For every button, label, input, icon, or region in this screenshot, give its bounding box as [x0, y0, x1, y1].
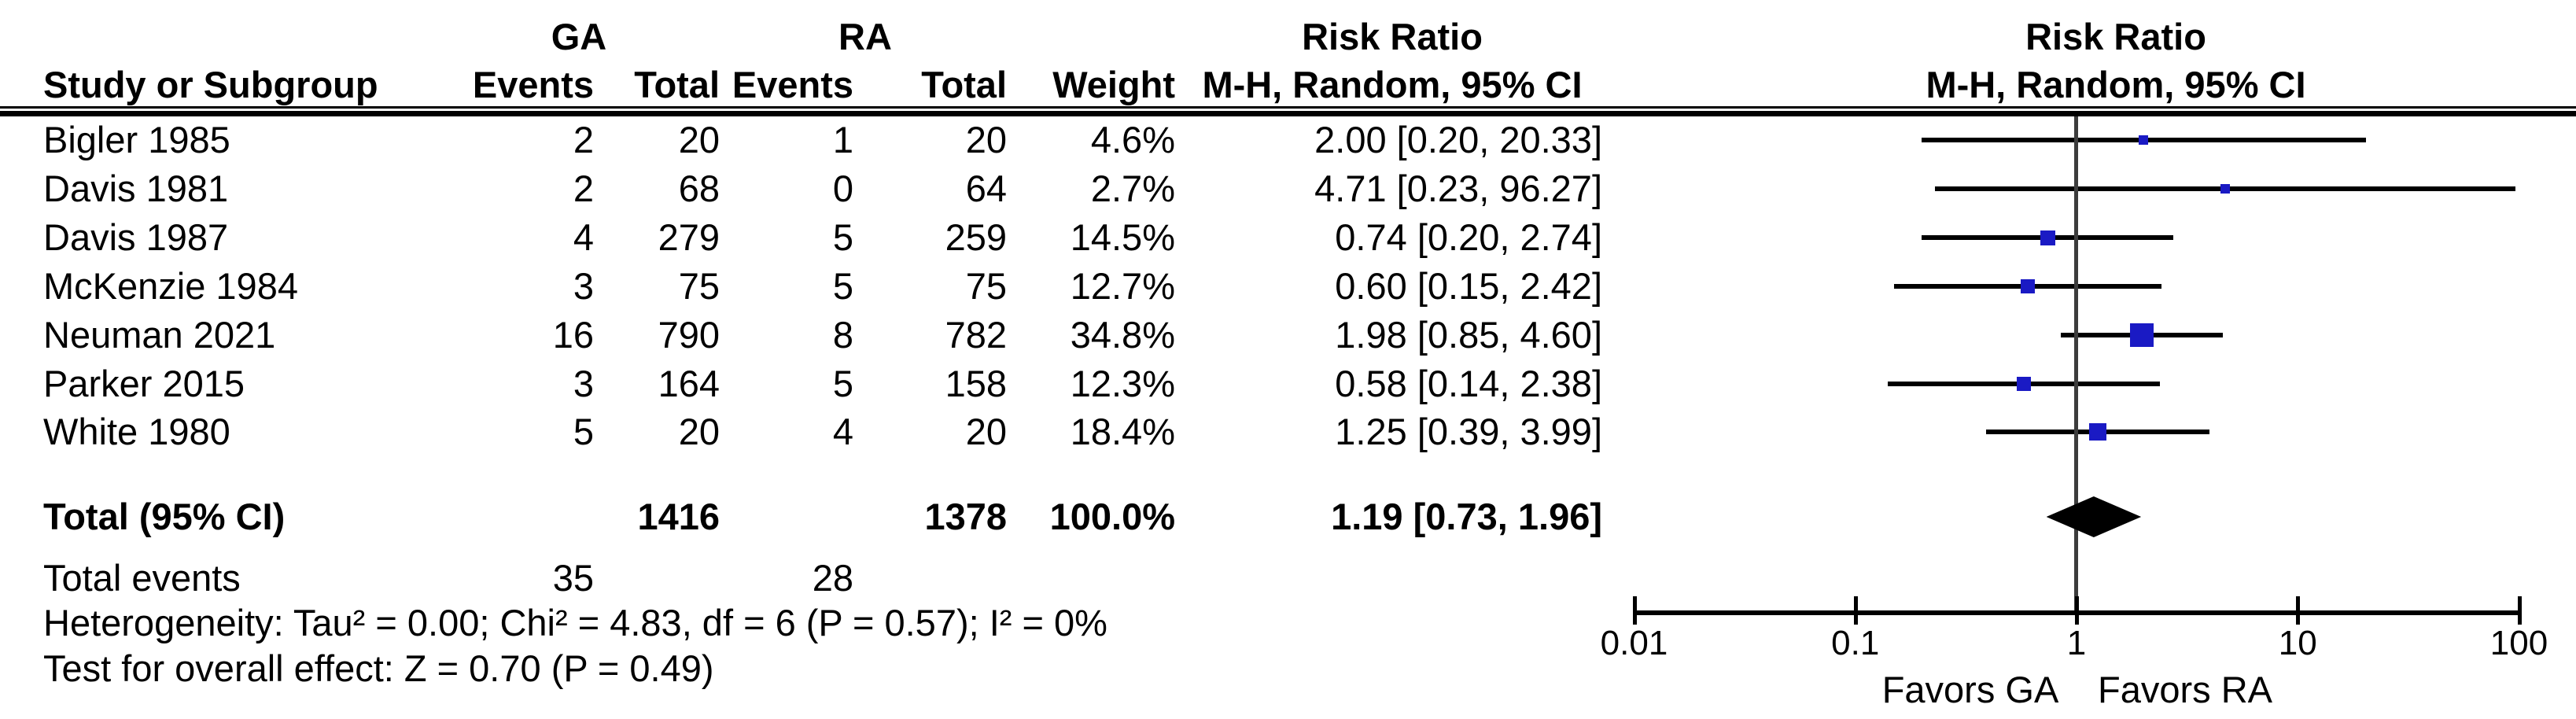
- study-weight: 12.3%: [1070, 363, 1175, 404]
- study-ra-total: 20: [965, 119, 1007, 160]
- header-rule-thin: [0, 106, 2576, 109]
- total-events-ga: 35: [552, 557, 594, 599]
- header-ga-total: Total: [634, 64, 720, 105]
- study-ci-text: 2.00 [0.20, 20.33]: [1314, 119, 1602, 160]
- x-axis-tick-label: 100: [2489, 624, 2548, 662]
- header-ra-total: Total: [921, 64, 1007, 105]
- header-ga-events: Events: [472, 64, 594, 105]
- group-header-ra: RA: [838, 16, 892, 57]
- study-ci-text: 0.60 [0.15, 2.42]: [1335, 265, 1602, 307]
- effect-marker: [2130, 323, 2154, 347]
- x-axis-tick-label: 0.1: [1831, 624, 1880, 662]
- effect-marker: [2138, 135, 2148, 145]
- header-study: Study or Subgroup: [43, 64, 378, 105]
- total-weight: 100.0%: [1049, 496, 1175, 537]
- study-ga-events: 4: [573, 216, 594, 258]
- total-ci-text: 1.19 [0.73, 1.96]: [1331, 496, 1602, 537]
- study-ci-text: 4.71 [0.23, 96.27]: [1314, 168, 1602, 209]
- study-ga-total: 279: [658, 216, 720, 258]
- effect-marker: [2020, 279, 2035, 293]
- study-ga-events: 3: [573, 363, 594, 404]
- total-ga-total: 1416: [637, 496, 720, 537]
- favors-right-label: Favors RA: [2098, 669, 2272, 710]
- study-ci-text: 0.74 [0.20, 2.74]: [1335, 216, 1602, 258]
- header-ra-events: Events: [732, 64, 853, 105]
- study-ra-total: 75: [965, 265, 1007, 307]
- study-ga-total: 75: [678, 265, 720, 307]
- effect-marker: [2089, 423, 2107, 441]
- header-risk-ratio-right: Risk Ratio: [2025, 16, 2206, 57]
- x-axis-tick: [2517, 596, 2522, 625]
- study-weight: 2.7%: [1090, 168, 1175, 209]
- x-axis-tick: [2296, 596, 2301, 625]
- total-ra-total: 1378: [924, 496, 1007, 537]
- header-ci-left: M-H, Random, 95% CI: [1202, 64, 1583, 105]
- study-name: Parker 2015: [43, 363, 245, 404]
- study-ga-total: 164: [658, 363, 720, 404]
- study-ga-events: 2: [573, 168, 594, 209]
- x-axis-tick-label: 10: [2278, 624, 2317, 662]
- x-axis-tick: [1853, 596, 1858, 625]
- study-name: Neuman 2021: [43, 314, 276, 356]
- study-ra-total: 64: [965, 168, 1007, 209]
- x-axis-tick: [2075, 596, 2079, 625]
- study-ga-total: 20: [678, 119, 720, 160]
- study-name: Davis 1981: [43, 168, 229, 209]
- study-name: McKenzie 1984: [43, 265, 298, 307]
- header-rule-thick: [0, 111, 2576, 116]
- study-ci-text: 0.58 [0.14, 2.38]: [1335, 363, 1602, 404]
- study-ga-events: 5: [573, 411, 594, 452]
- overall-effect-note: Test for overall effect: Z = 0.70 (P = 0…: [43, 647, 714, 689]
- study-name: Davis 1987: [43, 216, 229, 258]
- study-ra-total: 259: [945, 216, 1007, 258]
- study-ga-total: 20: [678, 411, 720, 452]
- null-effect-line: [2074, 116, 2078, 615]
- study-ga-total: 790: [658, 314, 720, 356]
- study-ci-text: 1.25 [0.39, 3.99]: [1335, 411, 1602, 452]
- study-ra-total: 158: [945, 363, 1007, 404]
- study-ga-events: 3: [573, 265, 594, 307]
- effect-marker: [2220, 184, 2231, 194]
- effect-marker: [2040, 230, 2055, 245]
- study-ga-events: 16: [552, 314, 594, 356]
- x-axis-tick-label: 0.01: [1600, 624, 1668, 662]
- study-ga-events: 2: [573, 119, 594, 160]
- study-ci-text: 1.98 [0.85, 4.60]: [1335, 314, 1602, 356]
- study-weight: 34.8%: [1070, 314, 1175, 356]
- header-weight: Weight: [1052, 64, 1175, 105]
- study-ra-total: 782: [945, 314, 1007, 356]
- header-risk-ratio-left: Risk Ratio: [1302, 16, 1483, 57]
- study-ra-events: 0: [832, 168, 853, 209]
- x-axis-tick: [1632, 596, 1637, 625]
- study-weight: 12.7%: [1070, 265, 1175, 307]
- study-ga-total: 68: [678, 168, 720, 209]
- study-weight: 14.5%: [1070, 216, 1175, 258]
- group-header-ga: GA: [551, 16, 607, 57]
- study-ra-events: 8: [832, 314, 853, 356]
- study-ra-events: 5: [832, 265, 853, 307]
- pooled-effect-diamond: [2046, 496, 2142, 537]
- study-ra-events: 1: [832, 119, 853, 160]
- total-label: Total (95% CI): [43, 496, 286, 537]
- effect-marker: [2017, 377, 2032, 391]
- heterogeneity-note: Heterogeneity: Tau² = 0.00; Chi² = 4.83,…: [43, 602, 1107, 643]
- study-ra-events: 4: [832, 411, 853, 452]
- study-name: White 1980: [43, 411, 230, 452]
- study-name: Bigler 1985: [43, 119, 230, 160]
- x-axis-tick-label: 1: [2066, 624, 2087, 662]
- study-weight: 4.6%: [1090, 119, 1175, 160]
- study-ra-total: 20: [965, 411, 1007, 452]
- favors-left-label: Favors GA: [1881, 669, 2059, 710]
- study-weight: 18.4%: [1070, 411, 1175, 452]
- study-ra-events: 5: [832, 216, 853, 258]
- total-events-label: Total events: [43, 557, 241, 599]
- study-ra-events: 5: [832, 363, 853, 404]
- header-ci-right: M-H, Random, 95% CI: [1926, 64, 2306, 105]
- total-events-ra: 28: [812, 557, 853, 599]
